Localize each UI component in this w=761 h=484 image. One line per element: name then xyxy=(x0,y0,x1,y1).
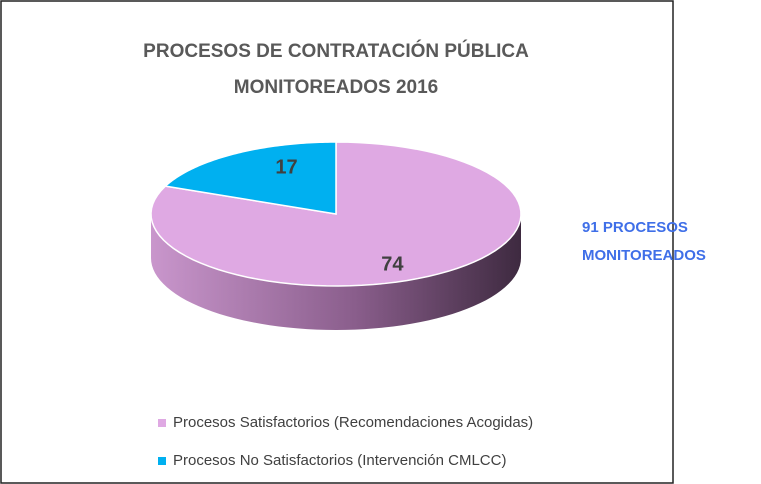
chart-title: PROCESOS DE CONTRATACIÓN PÚBLICA MONITOR… xyxy=(143,41,529,98)
slice-side xyxy=(151,214,521,330)
annotation: 91 PROCESOS MONITOREADOS xyxy=(582,219,706,264)
legend-swatch xyxy=(158,456,166,465)
data-label: 74 xyxy=(381,253,404,275)
legend-label: Procesos No Satisfactorios (Intervención… xyxy=(173,452,507,469)
legend-swatch xyxy=(158,418,166,427)
slice xyxy=(163,141,337,215)
legend-item: Procesos No Satisfactorios (Intervención… xyxy=(158,452,506,469)
legend-item: Procesos Satisfactorios (Recomendaciones… xyxy=(158,414,533,431)
legend-label: Procesos Satisfactorios (Recomendaciones… xyxy=(173,414,534,431)
data-label: 17 xyxy=(275,156,297,178)
frame xyxy=(0,0,674,484)
